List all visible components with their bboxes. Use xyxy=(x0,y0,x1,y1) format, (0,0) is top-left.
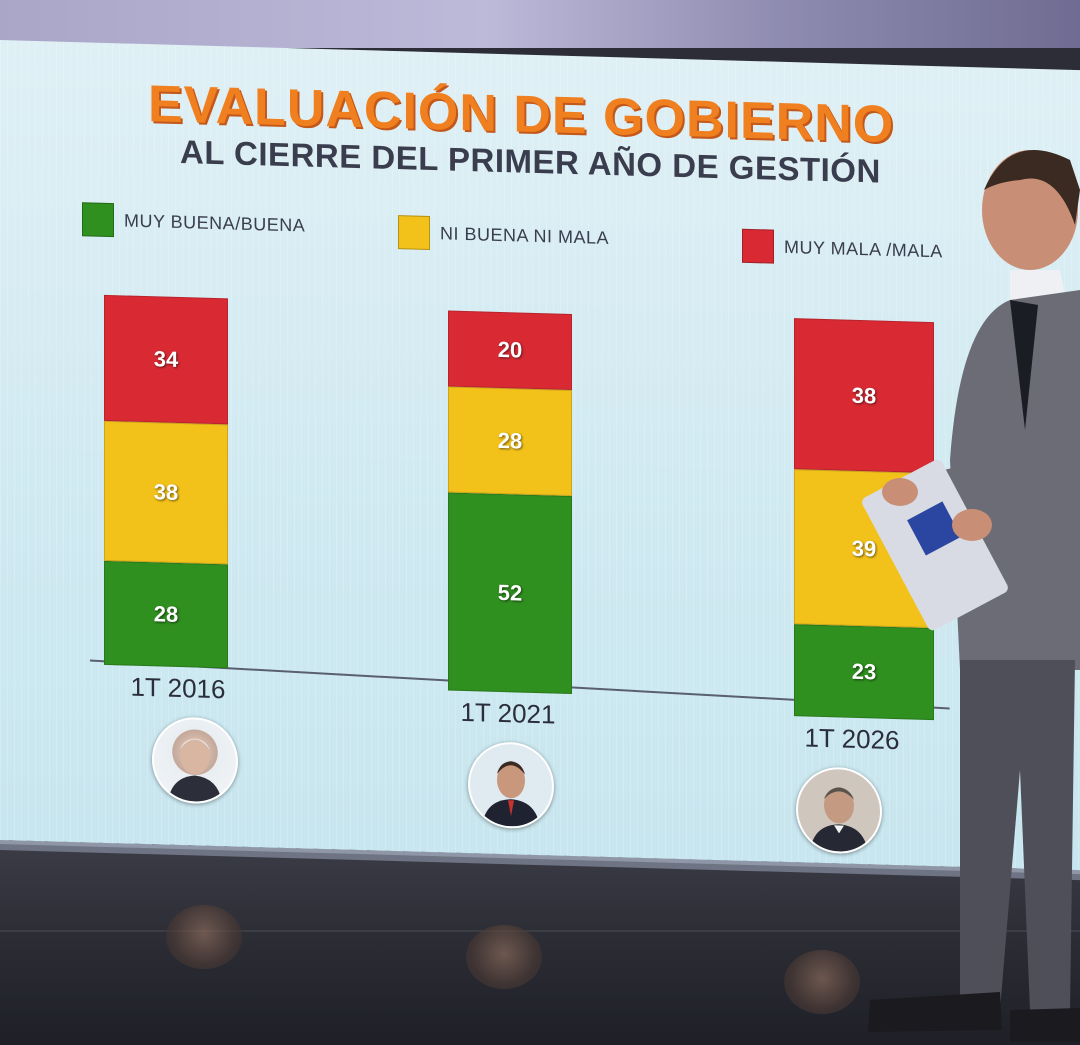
avatar-reflection-2026 xyxy=(784,950,860,1014)
data-label: 28 xyxy=(153,601,179,628)
presenter-hand xyxy=(882,478,918,506)
bar-segment-bad: 20 xyxy=(448,310,572,390)
legend-label-good: MUY BUENA/BUENA xyxy=(124,209,306,236)
bar-segment-bad: 34 xyxy=(104,294,228,425)
studio-ceiling xyxy=(0,0,1080,48)
portrait-2021-graphic xyxy=(482,761,540,828)
presenter-trousers xyxy=(960,660,1075,1010)
portrait-icon xyxy=(152,716,238,805)
portrait-icon xyxy=(796,766,882,855)
portrait-2016-graphic xyxy=(168,736,222,803)
legend-label-neutral: NI BUENA NI MALA xyxy=(440,222,610,248)
data-label: 38 xyxy=(153,479,179,506)
legend-item-good: MUY BUENA/BUENA xyxy=(82,202,305,242)
legend-item-neutral: NI BUENA NI MALA xyxy=(398,215,609,255)
bar-segment-good: 52 xyxy=(448,492,572,694)
portrait-icon xyxy=(468,741,554,830)
tablet-logo xyxy=(907,501,962,556)
legend-swatch-good xyxy=(82,202,114,238)
data-label: 28 xyxy=(497,428,523,454)
data-label: 34 xyxy=(153,346,179,372)
data-label: 52 xyxy=(497,580,523,606)
portrait-2026-graphic xyxy=(810,787,868,853)
presenter-shoe-left xyxy=(868,992,1002,1032)
bar-segment-neutral: 28 xyxy=(448,386,572,497)
bar-segment-good: 28 xyxy=(104,561,228,669)
legend-swatch-bad xyxy=(742,228,774,264)
bar-stack-2: 52 28 20 xyxy=(448,310,572,694)
category-label-2016: 1T 2016 xyxy=(130,671,226,705)
presenter-hand-right xyxy=(952,509,992,541)
presenter-figure xyxy=(862,150,1080,1042)
presenter-tie xyxy=(1010,300,1038,430)
bar-segment-neutral: 38 xyxy=(104,420,228,565)
legend-swatch-neutral xyxy=(398,215,430,251)
bar-stack-1: 28 38 34 xyxy=(104,294,228,669)
avatar-reflection-2016 xyxy=(166,905,242,969)
data-label: 20 xyxy=(497,336,523,363)
display-wall: EVALUACIÓN DE GOBIERNO AL CIERRE DEL PRI… xyxy=(0,40,1080,871)
avatar-reflection-2021 xyxy=(466,925,542,989)
category-label-2021: 1T 2021 xyxy=(460,696,556,730)
presenter-shoe-right xyxy=(1010,1008,1080,1042)
floor-seam xyxy=(0,930,1080,932)
presenter-hair xyxy=(984,150,1080,225)
